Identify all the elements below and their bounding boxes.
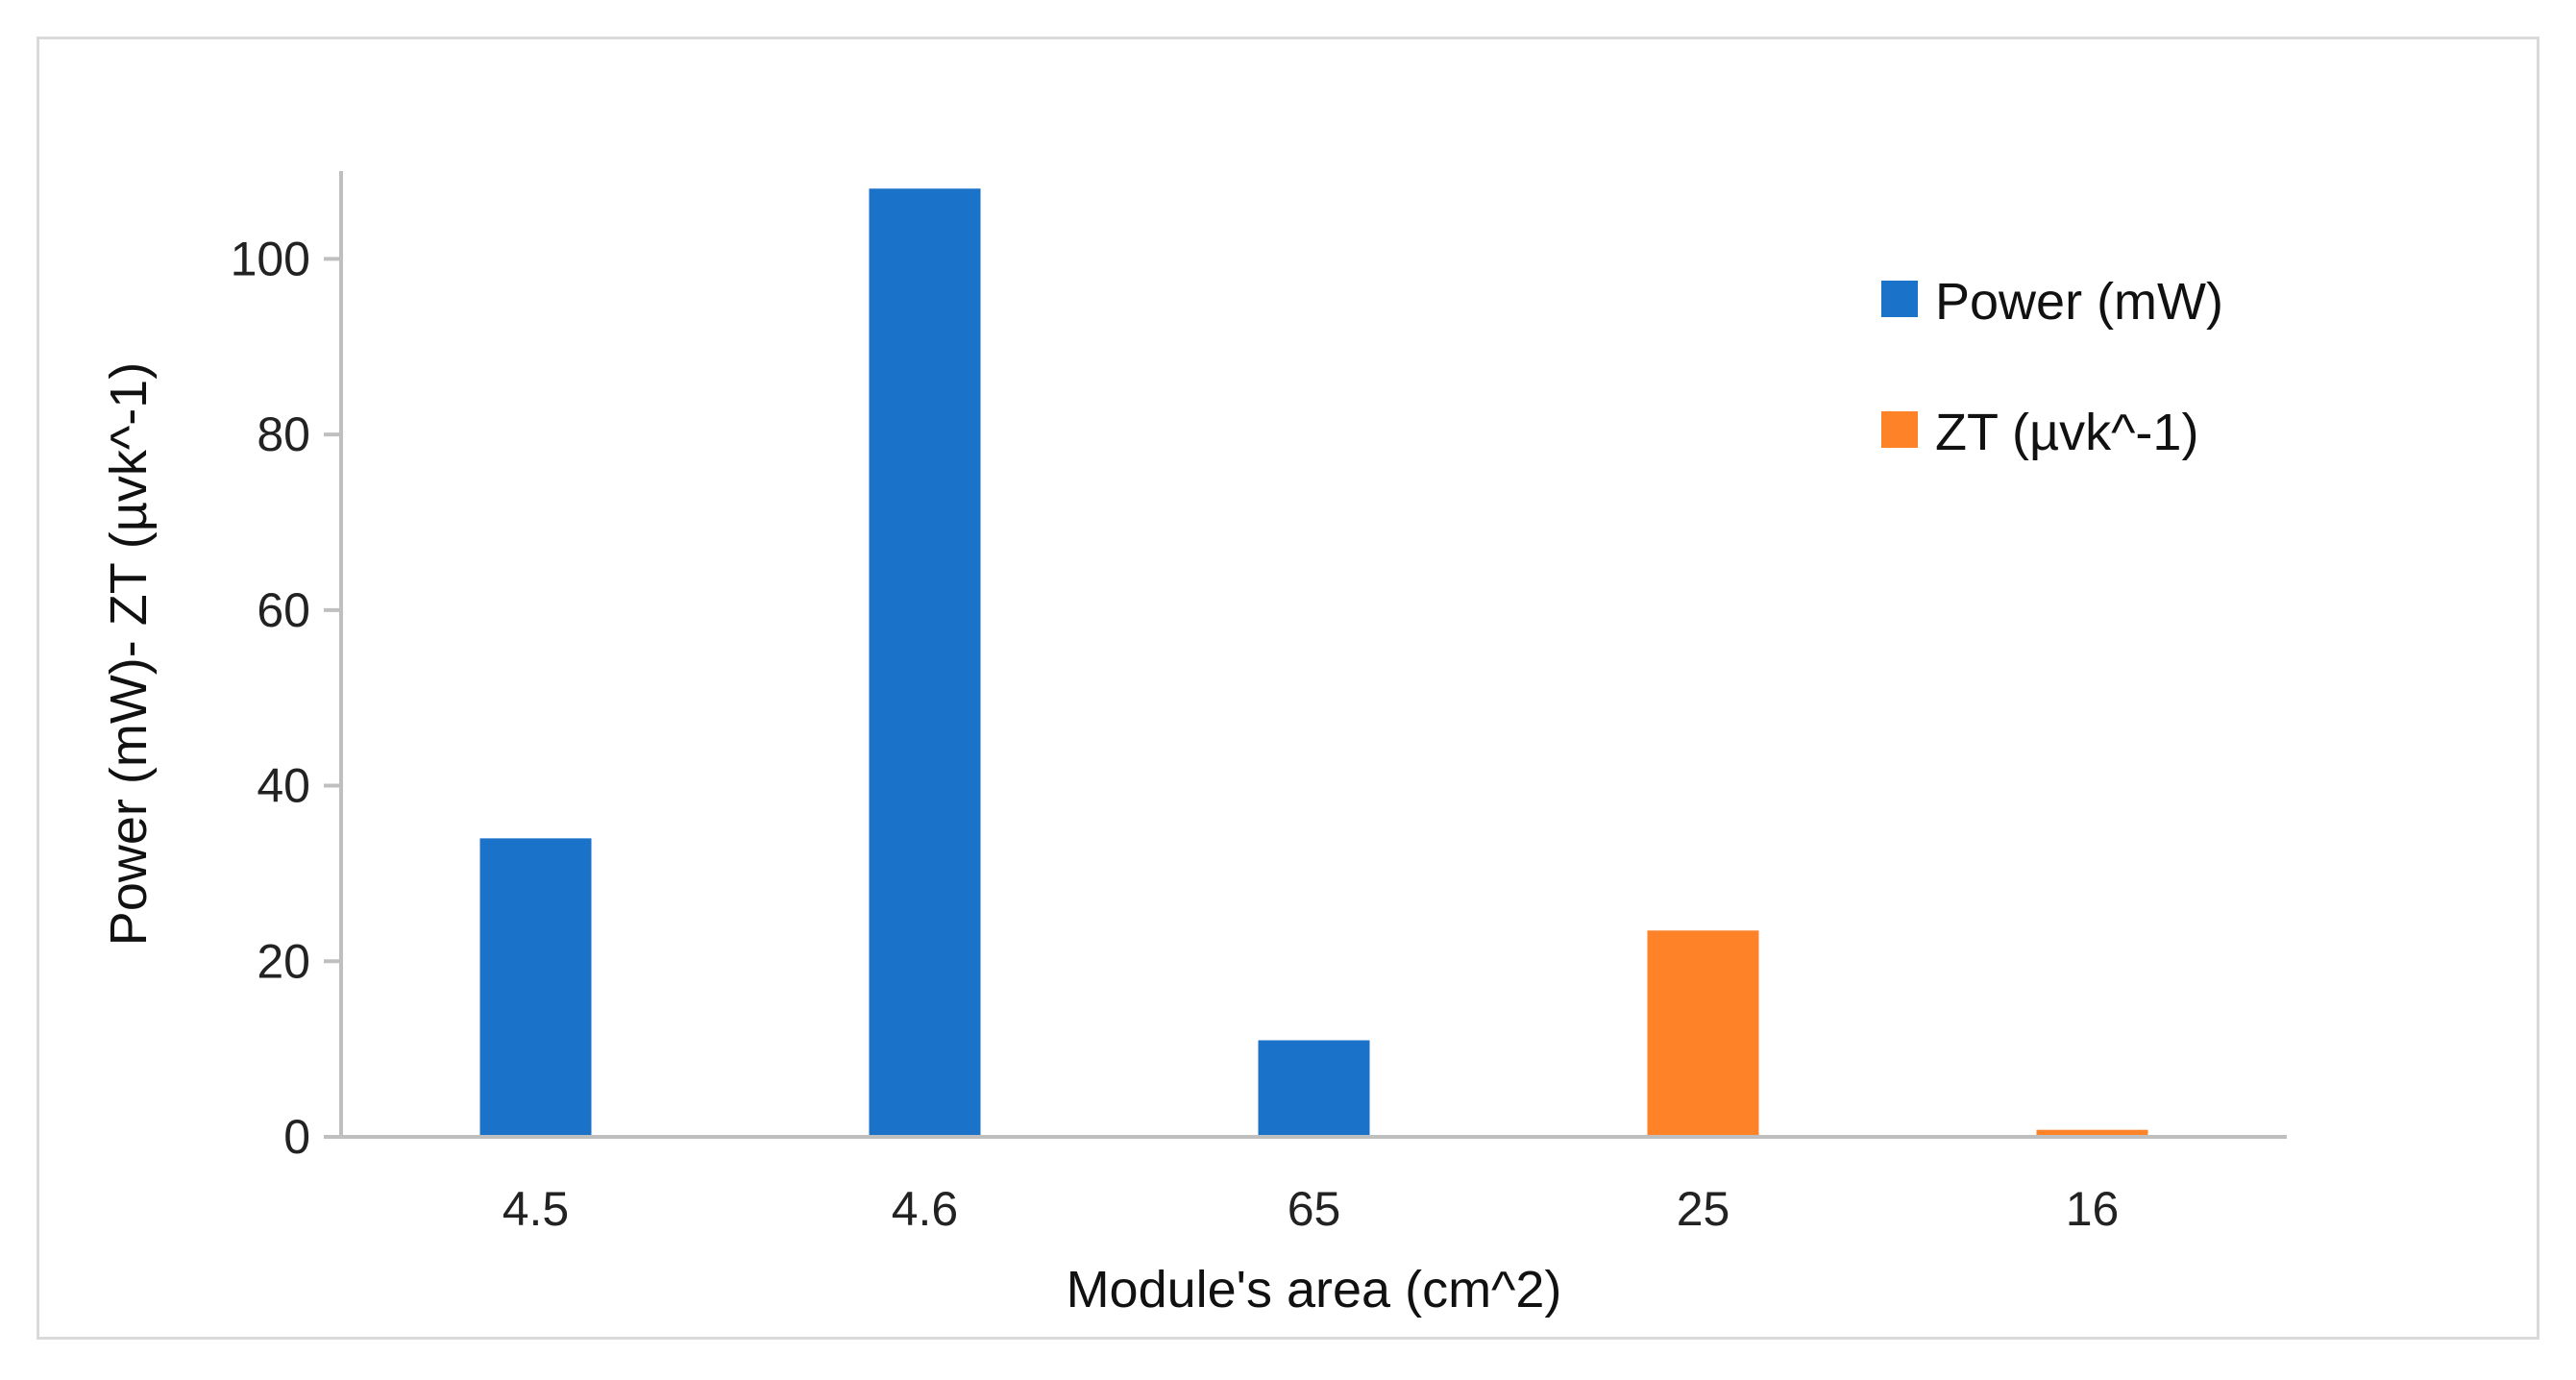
bar-power-65 [1258,1040,1370,1137]
legend-label-power: Power (mW) [1935,273,2223,331]
x-tick-label: 4.6 [892,1182,959,1236]
x-tick-label: 25 [1677,1182,1730,1236]
y-axis-label: Power (mW)- ZT (µvk^-1) [100,362,158,946]
bar-zt-16 [2036,1129,2148,1137]
y-tick-label: 20 [257,934,310,988]
chart-frame [37,37,2539,1340]
bar-power-4-6 [869,188,981,1138]
y-tick-label: 80 [257,407,310,461]
y-tick-label: 0 [283,1110,310,1164]
legend-label-zt: ZT (µvk^-1) [1935,404,2198,461]
x-tick-label: 4.5 [503,1182,570,1236]
x-axis-label: Module's area (cm^2) [1067,1261,1562,1318]
bar-zt-25 [1647,930,1759,1137]
bar-power-4-5 [479,838,592,1137]
x-tick-label: 16 [2066,1182,2120,1236]
legend-swatch-power [1881,281,1918,317]
y-tick-label: 60 [257,583,310,637]
legend-swatch-zt [1881,411,1918,448]
bars [479,188,2148,1138]
y-tick-label: 40 [257,759,310,813]
y-tick-label: 100 [231,232,310,285]
legend: Power (mW) ZT (µvk^-1) [1881,273,2223,461]
x-axis-ticks: 4.5 4.6 65 25 16 [503,1182,2120,1236]
x-tick-label: 65 [1288,1182,1341,1236]
y-axis-ticks: 0 20 40 60 80 100 [231,232,341,1164]
